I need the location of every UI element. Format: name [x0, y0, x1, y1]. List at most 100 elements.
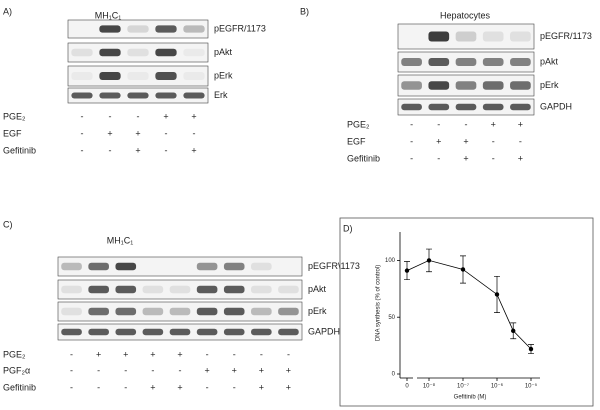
band — [99, 92, 121, 99]
sign: - — [70, 365, 73, 375]
sign: + — [259, 382, 264, 392]
blot-strip — [57, 301, 303, 322]
blot-strip — [67, 19, 209, 39]
band — [251, 262, 272, 271]
data-point — [426, 258, 432, 263]
band — [99, 25, 121, 33]
sign: + — [259, 365, 264, 375]
sign: + — [436, 136, 441, 146]
sign: - — [70, 382, 73, 392]
sign: - — [109, 145, 112, 155]
sign: - — [206, 382, 209, 392]
data-point — [404, 268, 410, 273]
sign: + — [163, 111, 168, 121]
row-label: pAkt — [540, 56, 559, 66]
band — [510, 31, 531, 42]
band — [482, 81, 504, 90]
treatment-label: PGF₂α — [3, 365, 30, 375]
band — [155, 25, 177, 33]
sign: + — [177, 382, 182, 392]
blot-strip — [397, 23, 535, 50]
row-label: pErk — [214, 70, 233, 80]
data-point — [528, 346, 534, 352]
y-tick-label: 100 — [385, 258, 396, 264]
band — [127, 72, 149, 80]
band — [142, 307, 164, 316]
band — [71, 92, 93, 99]
band — [183, 25, 205, 33]
panel-label: B) — [300, 6, 309, 16]
panel-frame — [339, 217, 594, 407]
sign: - — [81, 111, 84, 121]
band — [196, 307, 218, 316]
blot-strip — [57, 279, 303, 300]
band — [510, 103, 531, 111]
sign: - — [410, 153, 413, 163]
band — [142, 285, 164, 294]
sign: + — [107, 128, 112, 138]
band — [115, 285, 137, 294]
blot-title: MH₁C₁ — [107, 235, 134, 245]
x-tick-label: 10⁻⁷ — [457, 383, 469, 390]
sign: - — [410, 136, 413, 146]
sign: + — [96, 349, 101, 359]
band — [183, 92, 205, 99]
treatment-label: EGF — [347, 136, 366, 146]
sign: + — [463, 153, 468, 163]
data-point — [460, 267, 466, 272]
band — [455, 31, 477, 42]
band — [455, 58, 477, 66]
band — [510, 81, 531, 90]
sign: + — [135, 128, 140, 138]
sign: - — [233, 349, 236, 359]
row-label: pAkt — [308, 284, 327, 294]
row-label: pAkt — [214, 47, 233, 57]
sign: - — [492, 136, 495, 146]
band — [142, 328, 164, 336]
band — [278, 328, 299, 336]
band — [88, 285, 109, 294]
band — [251, 328, 272, 336]
row-label: Erk — [214, 90, 228, 100]
band — [155, 92, 177, 99]
x-tick-label: 0 — [405, 384, 409, 390]
sign: - — [109, 111, 112, 121]
band — [455, 103, 477, 111]
band — [61, 285, 82, 294]
treatment-label: PGE₂ — [347, 119, 370, 129]
sign: - — [151, 365, 154, 375]
band — [278, 307, 299, 316]
band — [71, 48, 93, 57]
y-tick-label: 50 — [388, 315, 395, 321]
band — [61, 307, 82, 316]
sign: - — [81, 128, 84, 138]
blot-title: MH₁C₁ — [95, 10, 122, 20]
band — [278, 285, 299, 294]
band — [88, 307, 109, 316]
panel-label: D) — [343, 223, 353, 233]
sign: - — [206, 349, 209, 359]
band — [88, 328, 109, 336]
sign: - — [193, 128, 196, 138]
treatment-label: PGE₂ — [3, 111, 26, 121]
band — [510, 58, 531, 66]
sign: - — [233, 382, 236, 392]
x-tick-label: 10⁻⁸ — [423, 383, 436, 390]
band — [71, 72, 93, 80]
blot-strip — [67, 42, 209, 63]
row-label: pEGFR\1173 — [308, 261, 360, 271]
band — [428, 103, 450, 111]
sign: - — [97, 365, 100, 375]
treatment-label: EGF — [3, 128, 22, 138]
band — [455, 81, 477, 90]
band — [61, 328, 82, 336]
sign: + — [191, 111, 196, 121]
sign: - — [437, 119, 440, 129]
sign: + — [518, 153, 523, 163]
band — [401, 58, 422, 66]
sign: - — [97, 382, 100, 392]
data-line — [406, 259, 532, 350]
sign: - — [165, 128, 168, 138]
sign: + — [286, 382, 291, 392]
row-label: pEGFR/1173 — [214, 23, 266, 33]
